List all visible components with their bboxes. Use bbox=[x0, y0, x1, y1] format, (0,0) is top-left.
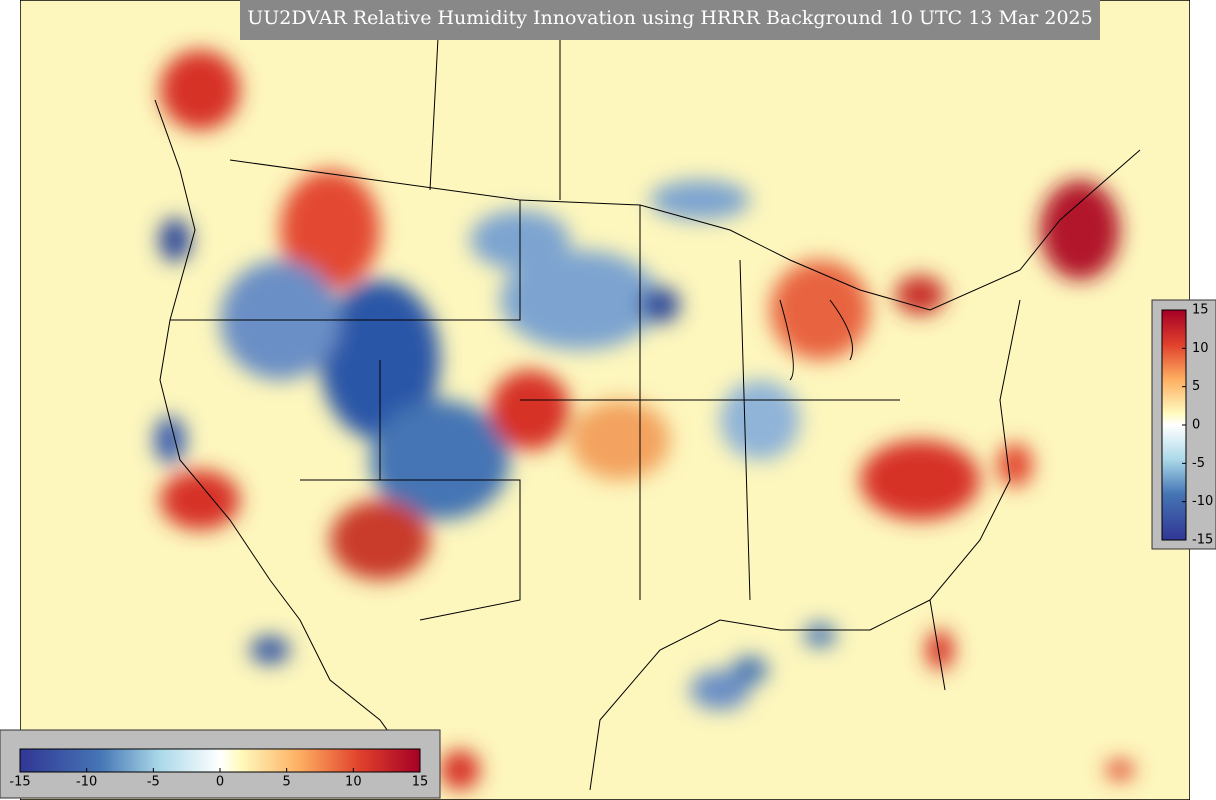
boundaries bbox=[154, 0, 1141, 791]
map bbox=[20, 0, 1190, 800]
title: UU2DVAR Relative Humidity Innovation usi… bbox=[247, 7, 1092, 29]
tick-label: 15 bbox=[412, 775, 429, 790]
tick-label: -15 bbox=[9, 775, 30, 790]
tick-label: -5 bbox=[1192, 456, 1205, 471]
tick-label: 15 bbox=[1192, 303, 1209, 318]
tick-label: 10 bbox=[1192, 341, 1209, 356]
tick-label: -10 bbox=[76, 775, 97, 790]
tick-label: 0 bbox=[216, 775, 224, 790]
tick-label: 5 bbox=[283, 775, 291, 790]
tick-label: -10 bbox=[1192, 494, 1213, 509]
tick-label: 5 bbox=[1192, 379, 1200, 394]
tick-label: 0 bbox=[1192, 418, 1200, 433]
tick-label: 10 bbox=[345, 775, 362, 790]
title-box bbox=[240, 0, 1100, 40]
tick-label: -15 bbox=[1192, 533, 1213, 548]
field bbox=[154, 50, 1134, 790]
tick-label: -5 bbox=[147, 775, 160, 790]
